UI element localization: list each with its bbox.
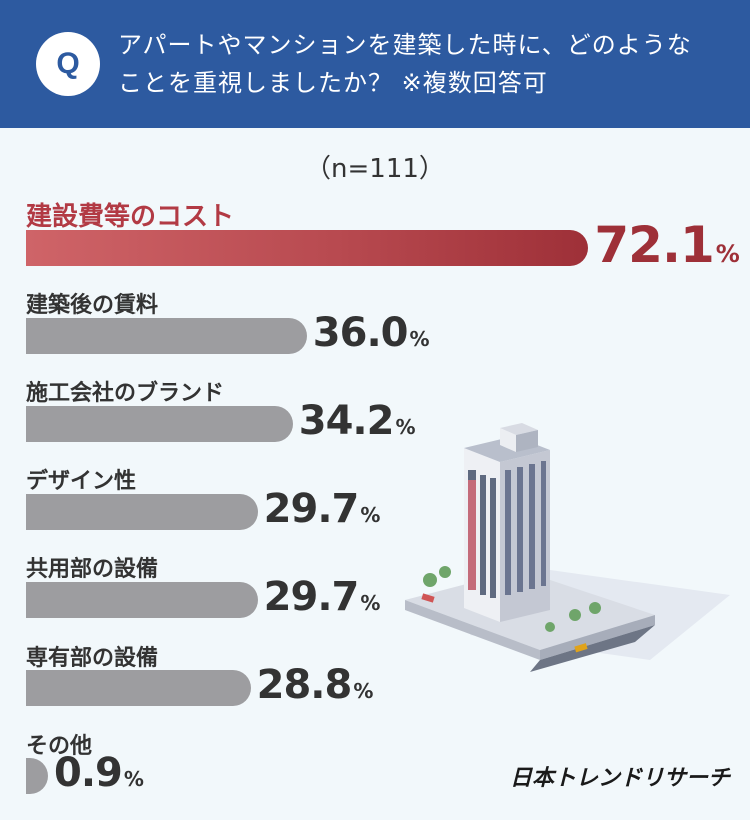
value-unit: % bbox=[360, 591, 381, 615]
bar bbox=[26, 582, 258, 618]
value-number: 0.9 bbox=[54, 750, 123, 796]
bar bbox=[26, 406, 293, 442]
value-label: 0.9% bbox=[54, 750, 144, 796]
value-number: 72.1 bbox=[594, 216, 714, 274]
category-label: 建築後の賃料 bbox=[26, 293, 159, 318]
value-label: 36.0% bbox=[313, 310, 430, 356]
sample-size-label: （n=111） bbox=[305, 154, 445, 184]
value-unit: % bbox=[360, 503, 381, 527]
question-line-1: アパートやマンションを建築した時に、どのような bbox=[118, 31, 692, 59]
value-number: 29.7 bbox=[263, 486, 360, 532]
question-badge: Q bbox=[36, 32, 100, 96]
bar bbox=[26, 318, 307, 354]
value-number: 36.0 bbox=[312, 310, 409, 356]
value-label: 29.7% bbox=[264, 574, 381, 620]
category-label: 専有部の設備 bbox=[26, 646, 159, 671]
brand-logo-text: 日本トレンドリサーチ bbox=[510, 766, 731, 791]
bar bbox=[26, 758, 48, 794]
value-unit: % bbox=[409, 327, 430, 351]
value-unit: % bbox=[715, 240, 740, 268]
bar bbox=[26, 230, 589, 266]
value-unit: % bbox=[353, 679, 374, 703]
category-label: 建設費等のコスト bbox=[26, 202, 235, 232]
building-illustration bbox=[405, 423, 730, 672]
category-label: その他 bbox=[26, 734, 93, 759]
category-label: デザイン性 bbox=[26, 469, 137, 494]
question-text: アパートやマンションを建築した時に、どのような ことを重視しましたか？ ※複数回… bbox=[118, 26, 728, 102]
bar bbox=[26, 670, 251, 706]
value-label: 72.1% bbox=[594, 216, 739, 274]
value-label: 34.2% bbox=[299, 398, 416, 444]
value-number: 34.2 bbox=[298, 398, 395, 444]
value-number: 28.8 bbox=[256, 662, 353, 708]
value-label: 29.7% bbox=[264, 486, 381, 532]
value-unit: % bbox=[395, 415, 416, 439]
bar bbox=[26, 494, 258, 530]
category-label: 共用部の設備 bbox=[26, 557, 159, 582]
question-header: Q アパートやマンションを建築した時に、どのような ことを重視しましたか？ ※複… bbox=[0, 0, 750, 128]
category-label: 施工会社のブランド bbox=[26, 381, 225, 406]
value-number: 29.7 bbox=[263, 574, 360, 620]
value-unit: % bbox=[123, 767, 144, 791]
value-label: 28.8% bbox=[257, 662, 374, 708]
question-line-2: ことを重視しましたか？ ※複数回答可 bbox=[118, 69, 548, 97]
